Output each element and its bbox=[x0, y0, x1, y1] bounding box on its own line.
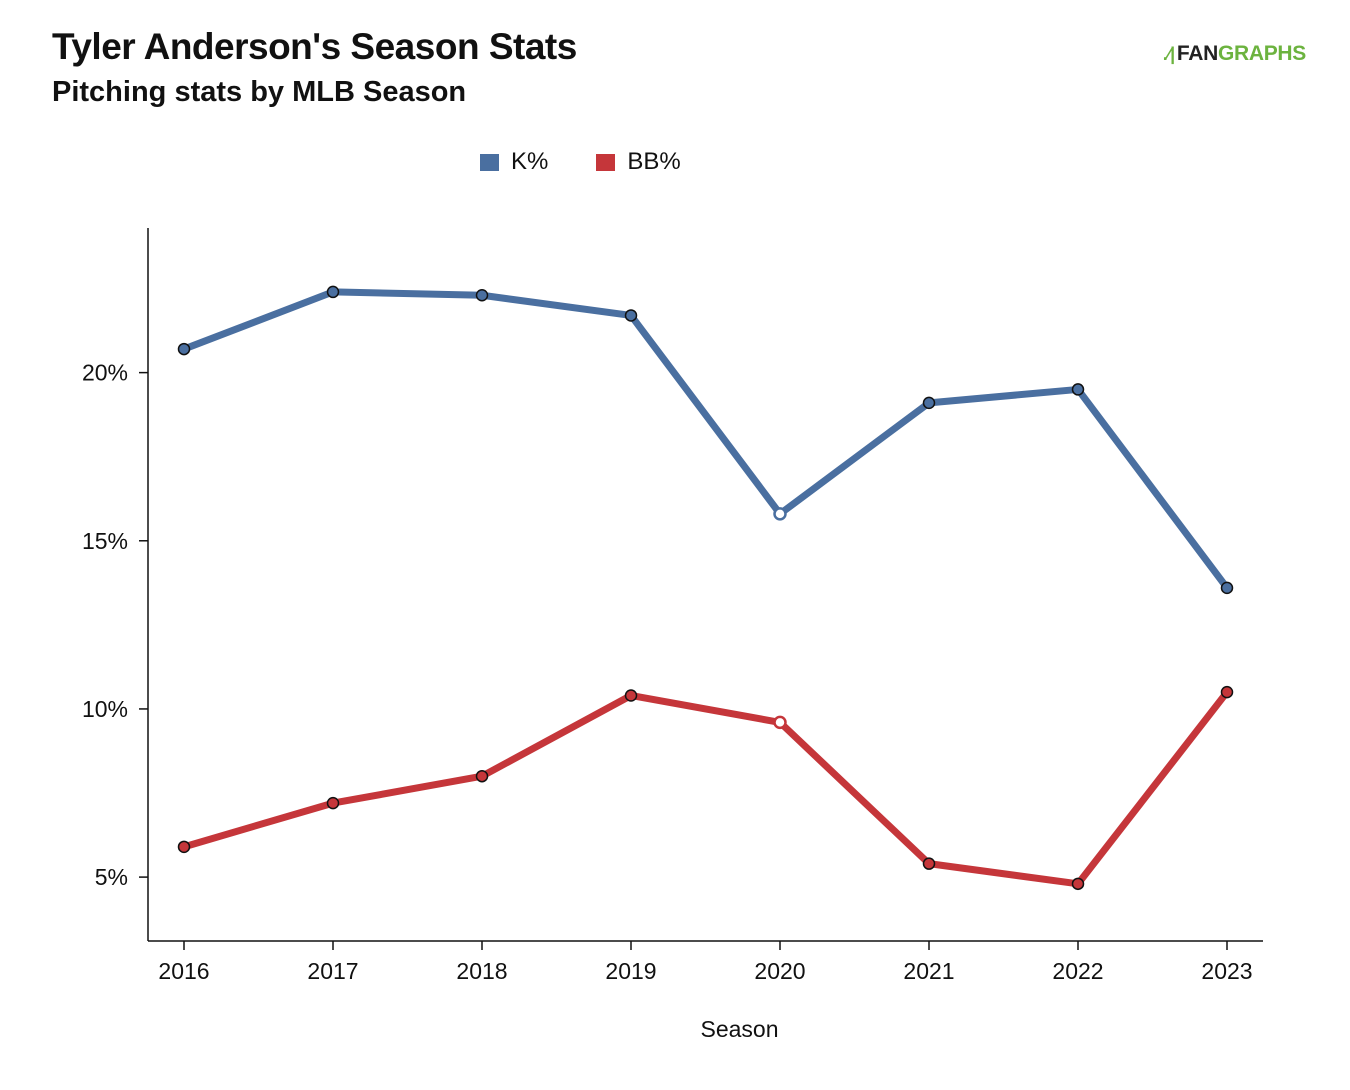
x-tick-label-2017: 2017 bbox=[307, 958, 358, 984]
data-point-1-2020 bbox=[773, 715, 787, 730]
data-point-0-2023 bbox=[1220, 581, 1234, 595]
series-line-1 bbox=[180, 688, 1231, 888]
x-tick-label-2023: 2023 bbox=[1201, 958, 1252, 984]
x-tick-label-2016: 2016 bbox=[158, 958, 209, 984]
x-axis-label: Season bbox=[700, 1016, 778, 1042]
x-tick-label-2022: 2022 bbox=[1052, 958, 1103, 984]
chart-legend: K% BB% bbox=[480, 148, 681, 176]
series-line-0 bbox=[180, 288, 1231, 592]
legend-label-bb: BB% bbox=[627, 148, 681, 175]
logo-fan-text: FAN bbox=[1176, 42, 1218, 65]
x-tick-label-2020: 2020 bbox=[754, 958, 805, 984]
data-point-1-2016 bbox=[177, 840, 191, 854]
data-point-0-2020 bbox=[773, 507, 787, 521]
chart-title: Tyler Anderson's Season Stats bbox=[52, 26, 577, 67]
data-point-0-2017 bbox=[326, 285, 340, 299]
fangraphs-runner-icon: .⁄| bbox=[1162, 43, 1175, 64]
data-point-1-2018 bbox=[475, 769, 489, 783]
legend-swatch-bb bbox=[596, 153, 616, 171]
legend-item-k[interactable]: K% bbox=[480, 148, 548, 176]
data-point-1-2023 bbox=[1220, 685, 1234, 699]
data-point-0-2018 bbox=[475, 289, 489, 302]
data-point-0-2016 bbox=[177, 342, 191, 356]
x-tick-label-2018: 2018 bbox=[456, 958, 507, 984]
data-point-1-2022 bbox=[1071, 877, 1085, 891]
y-tick-label-10: 10% bbox=[82, 696, 128, 722]
y-tick-label-15: 15% bbox=[82, 528, 128, 554]
fangraphs-logo: .⁄| FAN GRAPHS bbox=[1162, 42, 1307, 66]
y-tick-label-5: 5% bbox=[95, 864, 128, 890]
data-point-0-2021 bbox=[922, 396, 936, 410]
logo-graphs-text: GRAPHS bbox=[1217, 42, 1306, 65]
data-point-0-2022 bbox=[1071, 383, 1085, 396]
data-point-1-2019 bbox=[624, 689, 638, 702]
legend-label-k: K% bbox=[511, 148, 549, 175]
x-tick-label-2019: 2019 bbox=[605, 958, 656, 984]
chart-subtitle: Pitching stats by MLB Season bbox=[52, 76, 467, 108]
data-point-1-2021 bbox=[922, 857, 936, 870]
y-tick-label-20: 20% bbox=[82, 360, 128, 386]
data-point-1-2017 bbox=[326, 796, 340, 810]
legend-swatch-k bbox=[480, 153, 499, 171]
legend-item-bb[interactable]: BB% bbox=[596, 148, 681, 176]
data-point-0-2019 bbox=[624, 309, 638, 322]
x-tick-label-2021: 2021 bbox=[903, 958, 954, 984]
